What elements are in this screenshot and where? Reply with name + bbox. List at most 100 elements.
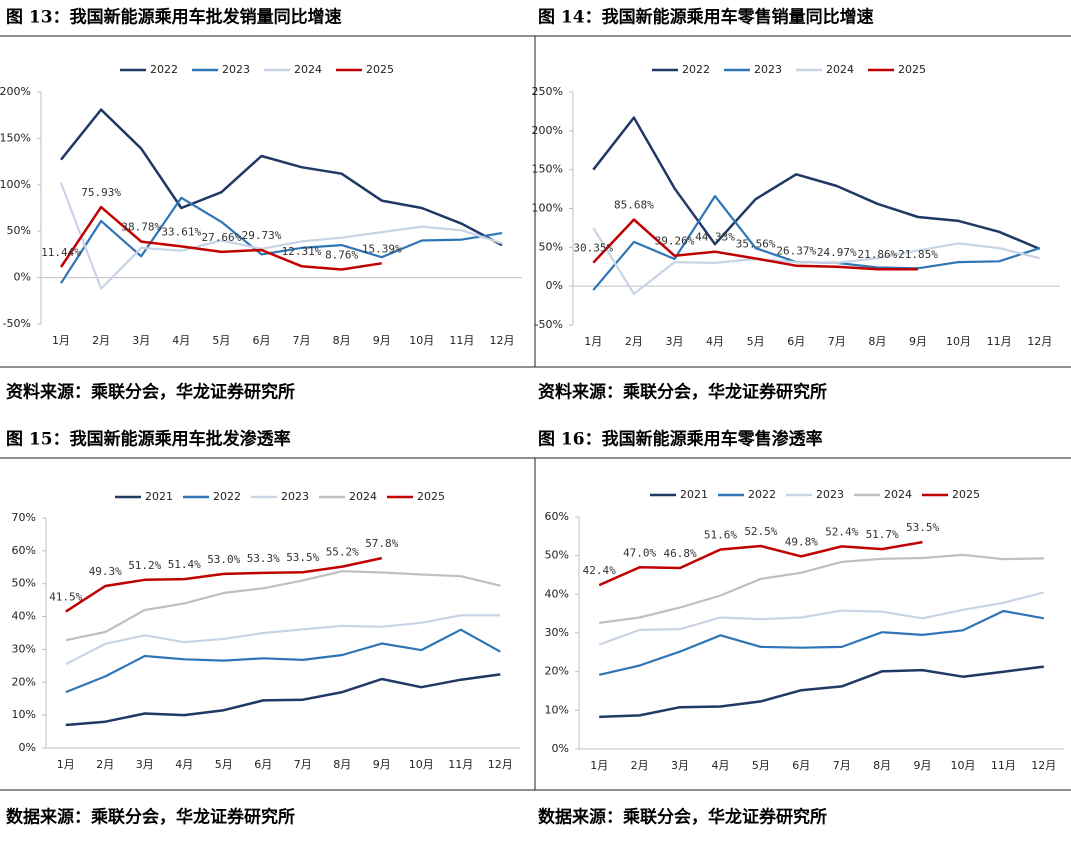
chart-title: 图 14：我国新能源乘用车零售销量同比增速 [538,7,874,28]
series-line [599,665,1044,719]
data-label: 35.56% [736,238,776,251]
legend-label: 2022 [213,490,241,503]
x-tick-label: 6月 [252,334,270,347]
data-label: 27.66% [202,231,242,244]
legend-label: 2025 [952,488,980,501]
x-tick-label: 12月 [488,758,513,771]
data-label: 8.76% [325,248,358,261]
series-line [592,218,918,271]
data-label: 21.86% [858,248,898,261]
x-tick-label: 5月 [747,335,765,348]
x-tick-label: 7月 [833,759,851,772]
data-label: 47.0% [623,546,656,559]
data-label: 24.97% [817,246,857,259]
source-note: 数据来源：乘联分会，华龙证券研究所 [6,807,295,828]
y-tick-label: 0% [14,271,31,284]
series-line [65,614,501,666]
data-label: 49.3% [89,565,122,578]
series-line [598,609,1044,676]
x-tick-label: 3月 [665,335,683,348]
data-label: 41.5% [49,591,82,604]
x-tick-label: 2月 [631,759,649,772]
x-tick-label: 4月 [175,758,193,771]
legend-label: 2024 [884,488,912,501]
x-tick-label: 11月 [448,758,473,771]
source-note: 资料来源：乘联分会，华龙证券研究所 [538,382,827,403]
data-label: 55.2% [326,546,359,559]
y-tick-label: 100% [0,178,31,191]
series-line [598,591,1045,646]
x-tick-label: 5月 [215,758,233,771]
x-tick-label: 6月 [254,758,272,771]
y-tick-label: 50% [7,224,31,237]
x-tick-label: 3月 [132,334,150,347]
y-tick-label: 0% [552,742,569,755]
series-line [599,553,1044,624]
x-tick-label: 1月 [57,758,75,771]
legend-label: 2024 [826,63,854,76]
legend-label: 2025 [366,63,394,76]
y-tick-label: 20% [545,665,569,678]
data-label: 51.7% [866,528,899,541]
y-tick-label: 100% [532,202,563,215]
x-tick-label: 4月 [172,334,190,347]
y-tick-label: 50% [545,549,569,562]
legend-label: 2023 [281,490,309,503]
legend-label: 2024 [349,490,377,503]
x-tick-label: 7月 [828,335,846,348]
data-label: 51.4% [168,558,201,571]
x-tick-label: 12月 [1031,759,1056,772]
y-tick-label: 40% [12,610,36,623]
y-tick-label: -50% [535,318,563,331]
x-tick-label: 8月 [333,334,351,347]
legend-label: 2022 [150,63,178,76]
legend-label: 2023 [816,488,844,501]
data-label: 12.31% [282,245,322,258]
chart-title: 图 13：我国新能源乘用车批发销量同比增速 [6,7,342,28]
data-label: 42.4% [583,564,616,577]
legend-label: 2023 [754,63,782,76]
x-tick-label: 11月 [987,335,1012,348]
data-label: 49.8% [785,535,818,548]
y-tick-label: 30% [12,642,36,655]
legend-label: 2021 [145,490,173,503]
x-tick-label: 3月 [136,758,154,771]
x-tick-label: 2月 [92,334,110,347]
series-line [592,116,1041,251]
y-tick-label: 0% [19,741,36,754]
legend-label: 2025 [417,490,445,503]
x-tick-label: 8月 [333,758,351,771]
x-tick-label: 12月 [489,334,514,347]
legend-label: 2023 [222,63,250,76]
x-tick-label: 6月 [787,335,805,348]
x-tick-label: 5月 [212,334,230,347]
source-note: 资料来源：乘联分会，华龙证券研究所 [6,382,295,403]
y-tick-label: 150% [532,163,563,176]
series-line [60,196,503,284]
x-tick-label: 1月 [52,334,70,347]
series-line [59,205,382,271]
series-line [65,570,501,642]
legend-label: 2022 [682,63,710,76]
series-line [592,227,1040,295]
chart-title: 图 15：我国新能源乘用车批发渗透率 [6,429,291,450]
y-tick-label: 70% [12,511,36,524]
data-label: 75.93% [81,186,121,199]
x-tick-label: 8月 [873,759,891,772]
legend-label: 2021 [680,488,708,501]
data-label: 11.44% [41,246,81,259]
x-tick-label: 4月 [706,335,724,348]
data-label: 39.26% [655,235,695,248]
x-tick-label: 9月 [909,335,927,348]
y-tick-label: 20% [12,675,36,688]
x-tick-label: 5月 [752,759,770,772]
data-label: 52.4% [825,525,858,538]
x-tick-label: 6月 [792,759,810,772]
y-tick-label: 40% [545,587,569,600]
x-tick-label: 2月 [625,335,643,348]
legend-label: 2022 [748,488,776,501]
y-tick-label: 50% [12,577,36,590]
x-tick-label: 11月 [449,334,474,347]
x-tick-label: 3月 [671,759,689,772]
